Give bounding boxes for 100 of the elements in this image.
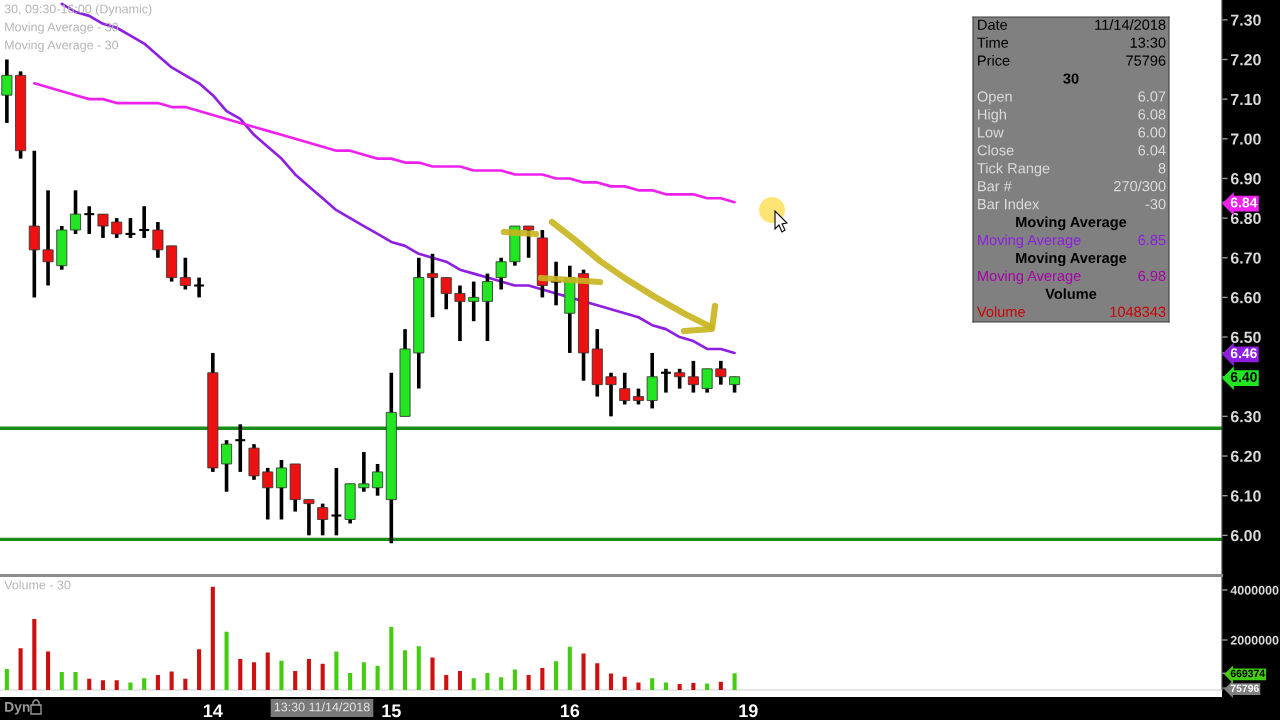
y-tick-label: 669374 — [1230, 669, 1266, 678]
candlestick — [275, 460, 287, 520]
x-tick-label: 15 — [382, 704, 401, 718]
text: Dyn — [5, 702, 30, 715]
y-tick-label: 7.10 — [1231, 93, 1261, 106]
bar — [251, 662, 257, 690]
candlestick — [468, 281, 480, 322]
candlestick — [42, 190, 54, 286]
candlestick — [440, 277, 452, 310]
candlestick — [495, 257, 507, 290]
candlestick — [701, 368, 713, 393]
y-tick-label: 4000000 — [1230, 585, 1279, 595]
chart-title: Volume - 30 — [4, 580, 71, 590]
bar — [183, 678, 188, 690]
candlestick — [646, 351, 658, 409]
text: 13:30 11/14/2018 — [274, 702, 370, 712]
bar — [595, 663, 600, 690]
candlestick — [303, 499, 315, 536]
candlestick — [234, 424, 247, 472]
bar — [416, 646, 421, 690]
bar — [32, 619, 37, 690]
bar — [526, 675, 531, 690]
y-tick-label: 7.20 — [1231, 54, 1261, 66]
bar — [169, 671, 174, 690]
bar — [361, 662, 366, 690]
candlestick — [358, 452, 370, 492]
candlestick — [1, 59, 13, 123]
bar — [718, 681, 723, 690]
x-tick-label: 19 — [739, 704, 758, 718]
bar — [100, 680, 106, 690]
candlestick — [124, 218, 137, 238]
bar — [608, 673, 614, 690]
candlestick — [179, 257, 191, 290]
candlestick — [138, 206, 151, 238]
y-tick-label: 6.60 — [1230, 292, 1261, 304]
candlestick — [317, 503, 329, 536]
bar — [18, 648, 23, 690]
bar — [457, 671, 463, 690]
y-tick-label: 2000000 — [1230, 635, 1279, 645]
candlestick — [674, 368, 686, 389]
bar — [334, 651, 339, 690]
candlestick — [152, 222, 164, 258]
y-tick-label: 6.46 — [1230, 348, 1257, 359]
line-series — [33, 81, 736, 204]
bar — [375, 665, 380, 690]
bar — [430, 657, 435, 690]
annotation: Moving Average - 30 — [5, 22, 119, 34]
bar — [471, 678, 476, 690]
y-tick-label: 6.90 — [1230, 173, 1261, 185]
bar — [224, 631, 229, 690]
candlestick — [454, 285, 466, 343]
bar — [46, 651, 51, 690]
candlestick — [83, 206, 96, 234]
bar — [485, 673, 490, 690]
candlestick — [715, 360, 727, 385]
bar — [142, 678, 147, 690]
bar — [155, 675, 160, 690]
bar — [732, 673, 737, 690]
bar — [389, 627, 394, 690]
bar — [73, 672, 78, 690]
candlestick — [70, 190, 82, 234]
candlestick — [97, 213, 109, 238]
y-tick-label: 6.10 — [1230, 490, 1261, 502]
bar — [499, 677, 504, 690]
candlestick — [28, 150, 40, 298]
y-tick-label: 6.40 — [1230, 372, 1257, 382]
y-tick-label: 6.00 — [1230, 529, 1261, 542]
candlestick — [111, 218, 123, 238]
bar — [444, 675, 449, 690]
candlestick — [687, 360, 699, 393]
x-tick-label: 14 — [203, 704, 223, 717]
bar — [320, 663, 325, 690]
candlestick — [330, 466, 343, 536]
bar — [279, 660, 284, 690]
y-tick-label: 75796 — [1230, 684, 1259, 692]
candlestick — [605, 372, 617, 417]
y-tick-label: 6.30 — [1230, 411, 1261, 423]
bar — [677, 684, 682, 690]
candlestick — [481, 273, 493, 343]
bar — [197, 649, 202, 690]
y-tick-label: 6.80 — [1230, 212, 1261, 225]
bar — [306, 659, 311, 690]
candlestick — [427, 253, 439, 318]
candlestick — [619, 372, 631, 405]
bar — [691, 683, 696, 690]
bar — [540, 668, 545, 690]
y-tick-label: 7.30 — [1231, 14, 1261, 26]
candlestick — [262, 466, 274, 520]
y-tick-label: 7.00 — [1231, 133, 1261, 145]
bar — [128, 682, 133, 690]
bar — [4, 669, 9, 690]
bar — [663, 682, 668, 690]
bar — [265, 652, 270, 690]
bar — [622, 676, 627, 690]
bar — [402, 650, 408, 690]
bar — [114, 680, 119, 690]
candlestick — [193, 277, 206, 298]
bar — [238, 659, 243, 690]
bar — [567, 646, 572, 690]
candlestick — [221, 440, 233, 492]
